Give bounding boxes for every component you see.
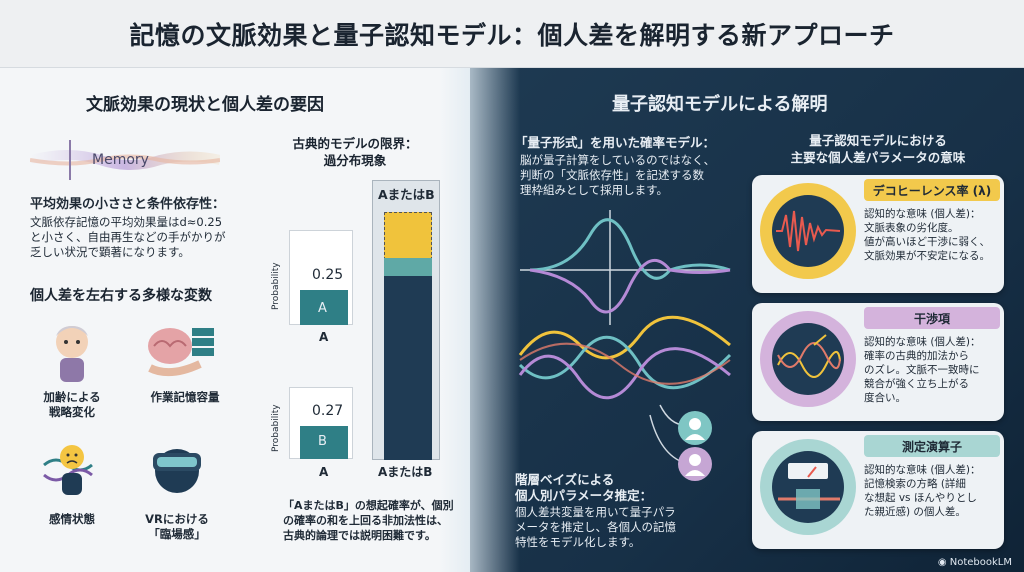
card-decoherence: デコヒーレンス率 (λ) 認知的な意味 (個人差)： 文脈表象の劣化度。 値が高…	[752, 175, 1004, 293]
point1-line2: と小さく、自由再生などの手がかりが	[30, 230, 226, 244]
bayes-title-1: 階層ベイズによる	[515, 472, 615, 487]
ylabel-a: Probability	[271, 262, 281, 310]
var-aging-label-2: 戦略変化	[49, 405, 95, 419]
card3-line2: 記憶検索の方略 (詳細	[864, 478, 966, 490]
point1-line3: 乏しい状況で顕著になります。	[30, 245, 190, 259]
classic-note-1: 「AまたはB」の想起確率が、個別	[283, 499, 454, 512]
emotion-face-icon	[43, 445, 93, 495]
interference-wave-icon	[772, 323, 844, 395]
vars-title: 個人差を左右する多様な変数	[30, 288, 212, 304]
quantum-wave-visual	[518, 210, 732, 464]
classic-note-2: の確率の和を上回る非加法性は、	[283, 514, 448, 527]
x-label-a2: A	[319, 465, 329, 479]
card3-line4: た親近感) の個人差。	[864, 506, 966, 518]
params-title-2: 主要な個人差パラメータの意味	[790, 150, 966, 165]
card-measurement-title: 測定演算子	[864, 435, 1000, 457]
card2-line3: のズレ。文脈不一致時に	[864, 364, 980, 376]
right-section-title: 量子認知モデルによる解明	[612, 94, 828, 115]
person-avatar-purple-icon	[678, 447, 712, 481]
card-interference-body: 認知的な意味 (個人差)： 確率の古典的加法から のズレ。文脈不一致時に 競合が…	[864, 335, 1000, 405]
damped-wave-icon	[772, 195, 844, 267]
card1-line1: 認知的な意味 (個人差)：	[864, 208, 981, 220]
qform-line3: 理枠組みとして採用します。	[520, 183, 669, 197]
card3-line3: な想起 vs ほんやりとし	[864, 492, 977, 504]
footer-brand-text: NotebookLM	[949, 557, 1012, 568]
var-vr-label-2: 「臨場感」	[148, 527, 206, 541]
notebook-icon: ◉	[937, 557, 950, 568]
var-emotion-label: 感情状態	[49, 512, 95, 526]
card-interference: 干渉項 認知的な意味 (個人差)： 確率の古典的加法から のズレ。文脈不一致時に…	[752, 303, 1004, 421]
classic-title-2: 過分布現象	[323, 153, 387, 168]
header: 記憶の文脈効果と量子認知モデル：個人差を解明する新アプローチ	[0, 0, 1024, 68]
x-label-a: A	[319, 330, 329, 344]
card2-line4: 競合が強く立ち上がる	[864, 378, 969, 390]
memory-wave-icon	[30, 140, 220, 180]
ylabel-b: Probability	[271, 404, 281, 452]
card3-line1: 認知的な意味 (個人差)：	[864, 464, 981, 476]
card2-line5: 度合い。	[864, 392, 906, 404]
footer-brand: ◉ NotebookLM	[938, 557, 1012, 568]
card-interference-title: 干渉項	[864, 307, 1000, 329]
left-section-title: 文脈効果の現状と個人差の要因	[86, 95, 324, 115]
qform-title: 「量子形式」を用いた確率モデル：	[515, 135, 716, 150]
var-vr-label-1: VRにおける	[145, 512, 209, 526]
value-a: 0.25	[312, 267, 344, 283]
bayes-line1: 個人差共変量を用いて量子パラ	[515, 505, 676, 519]
card2-line1: 認知的な意味 (個人差)：	[864, 336, 981, 348]
card-decoherence-title: デコヒーレンス率 (λ)	[864, 179, 1000, 201]
page-title: 記憶の文脈効果と量子認知モデル：個人差を解明する新アプローチ	[129, 20, 895, 50]
bayes-line3: 特性をモデル化します。	[515, 535, 641, 549]
value-b: 0.27	[312, 403, 344, 419]
person-avatar-teal-icon	[678, 411, 712, 445]
card1-line3: 値が高いほど干渉に弱く、	[864, 236, 990, 248]
var-working-memory-label: 作業記憶容量	[150, 390, 220, 404]
measurement-gauge-icon	[772, 451, 844, 523]
classic-title-1: 古典的モデルの限界：	[292, 136, 418, 151]
card-decoherence-body: 認知的な意味 (個人差)： 文脈表象の劣化度。 値が高いほど干渉に弱く、 文脈効…	[864, 207, 1000, 263]
card-measurement-body: 認知的な意味 (個人差)： 記憶検索の方略 (詳細 な想起 vs ほんやりとし …	[864, 463, 1000, 519]
card1-line2: 文脈表象の劣化度。	[864, 222, 959, 234]
bayes-line2: メータを推定し、各個人の記憶	[515, 520, 676, 534]
point1-line1: 文脈依存記憶の平均効果量はd≈0.25	[30, 215, 223, 229]
panel-divider	[440, 68, 520, 572]
bayes-title-2: 個人別パラメータ推定：	[515, 488, 653, 503]
vr-headset-icon	[153, 449, 201, 493]
x-label-aorb: AまたはB	[378, 465, 433, 479]
var-aging-label-1: 加齢による	[43, 390, 101, 404]
classic-note-3: 古典的論理では説明困難です。	[283, 529, 436, 542]
bar-a-label: A	[318, 301, 327, 316]
brain-server-icon	[148, 328, 214, 377]
top-aorb-label: AまたはB	[378, 187, 435, 202]
qform-line1: 脳が量子計算をしているのではなく、	[520, 153, 716, 167]
memory-label: Memory	[92, 152, 149, 168]
bar-b-label: B	[318, 434, 327, 449]
params-title-1: 量子認知モデルにおける	[809, 133, 947, 148]
point1-title: 平均効果の小ささと条件依存性：	[30, 197, 226, 212]
card2-line2: 確率の古典的加法から	[864, 350, 969, 362]
qform-line2: 判断の「文脈依存性」を記述する数	[520, 168, 704, 182]
elderly-person-icon	[56, 326, 88, 382]
card1-line4: 文脈効果が不安定になる。	[864, 250, 990, 262]
card-measurement: 測定演算子 認知的な意味 (個人差)： 記憶検索の方略 (詳細 な想起 vs ほ…	[752, 431, 1004, 549]
